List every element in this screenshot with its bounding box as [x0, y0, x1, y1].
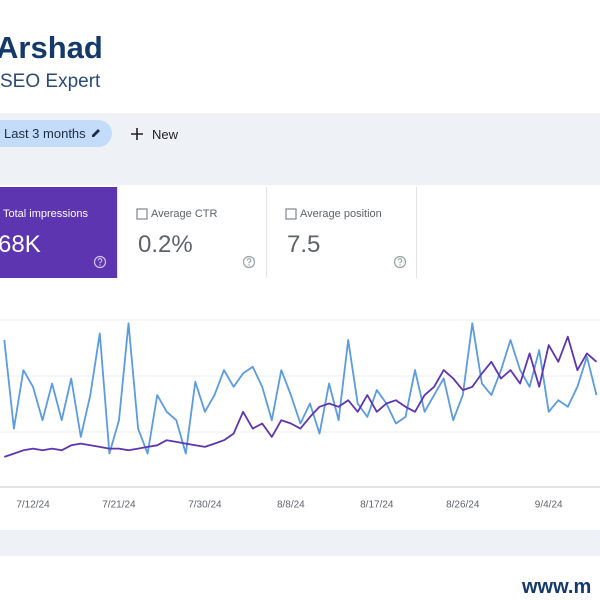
checkbox[interactable]	[285, 208, 297, 220]
help-icon[interactable]	[93, 255, 107, 269]
metric-label: Average CTR	[151, 208, 218, 220]
metric-value: 7.5	[287, 231, 321, 258]
metric-value: 0.2%	[138, 231, 193, 258]
metric-card[interactable]: Average CTR 0.2%	[118, 187, 267, 278]
plus-icon[interactable]	[130, 127, 144, 141]
x-tick-label: 7/30/24	[188, 500, 222, 511]
metric-label: Average position	[300, 208, 382, 220]
chart: 7/12/24 7/21/24 7/30/24 8/8/24 8/17/24 8/26/2…	[0, 319, 600, 511]
x-tick-label: 7/12/24	[16, 500, 50, 511]
brand-name: Arshad	[0, 30, 103, 65]
help-icon[interactable]	[393, 255, 407, 269]
series-line	[3, 322, 598, 455]
brand-subtitle: SEO Expert	[0, 71, 101, 92]
footer-url: www.m	[522, 576, 592, 598]
x-tick-label: 8/26/24	[446, 500, 480, 511]
help-icon[interactable]	[242, 255, 256, 269]
series-line	[4, 335, 598, 458]
x-tick-label: 7/21/24	[102, 500, 136, 511]
metric-label: Total impressions	[3, 208, 88, 220]
date-filter-chip[interactable]: Last 3 months	[0, 120, 112, 147]
edit-icon	[92, 129, 100, 137]
x-tick-label: 9/4/24	[535, 500, 563, 511]
date-filter-label: Last 3 months	[4, 126, 86, 141]
metric-value: 68K	[0, 231, 41, 258]
x-tick-label: 8/17/24	[360, 500, 394, 511]
metric-card[interactable]: Total impressions 68K	[0, 187, 118, 278]
new-button[interactable]: New	[152, 127, 179, 142]
metric-card[interactable]: Average position 7.5	[267, 187, 417, 278]
checkbox[interactable]	[136, 208, 148, 220]
x-tick-label: 8/8/24	[277, 500, 305, 511]
